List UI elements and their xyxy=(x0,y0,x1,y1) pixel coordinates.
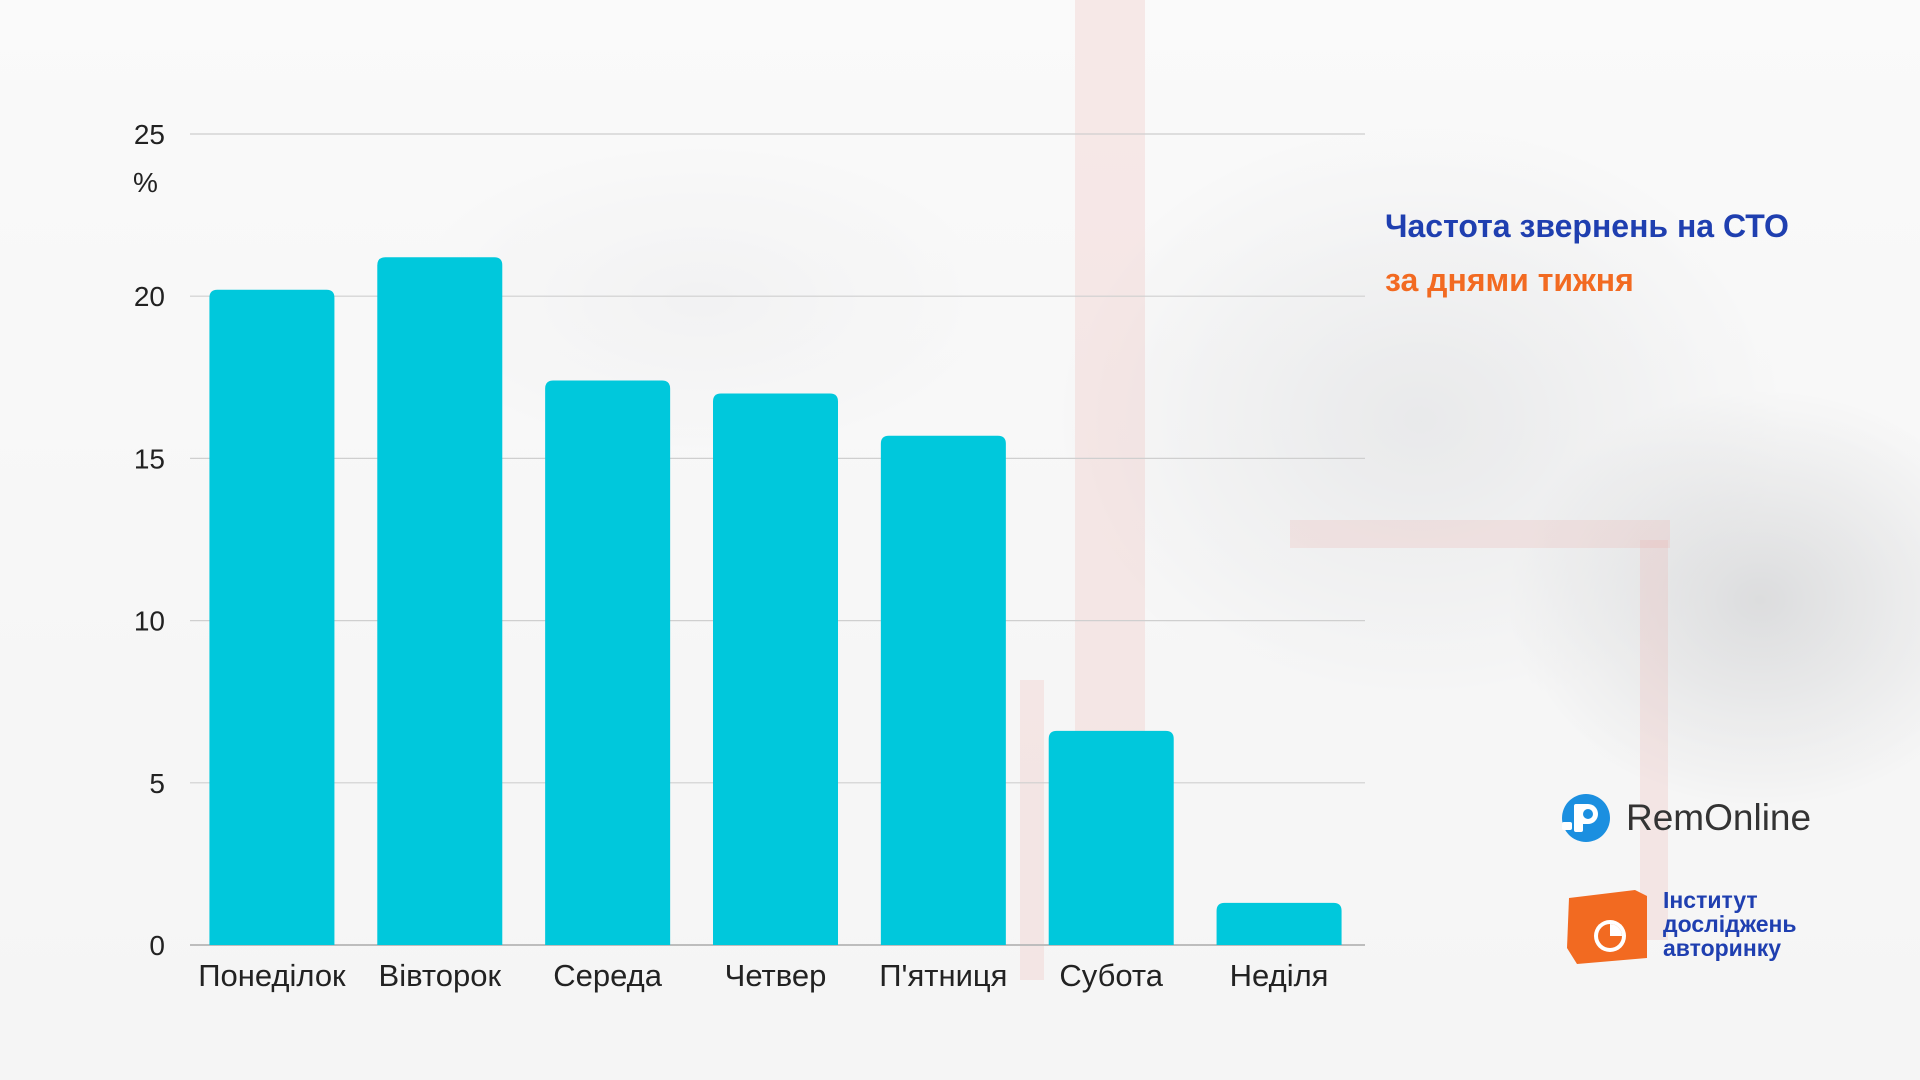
institute-line-3: авторинку xyxy=(1663,935,1782,961)
institute-name: Інститут досліджень авторинку xyxy=(1663,888,1797,960)
y-tick-label: 15 xyxy=(134,443,165,474)
bar xyxy=(880,435,1006,945)
remonline-logo: RemOnline xyxy=(1560,792,1811,844)
chart-title: Частота звернень на СТО xyxy=(1385,208,1789,244)
bars xyxy=(209,257,1342,946)
y-axis-label: % xyxy=(133,167,158,198)
x-axis-labels: Понеділок Вівторок Середа Четвер П'ятниця Суб… xyxy=(198,958,1328,993)
institute-logo-icon xyxy=(1567,890,1647,964)
chart-subtitle: за днями тижня xyxy=(1385,262,1634,298)
x-category-label: Середа xyxy=(553,958,663,993)
x-category-label: Неділя xyxy=(1230,958,1329,993)
x-category-label: Субота xyxy=(1059,958,1163,993)
remonline-name: RemOnline xyxy=(1626,797,1812,838)
y-axis-ticks: 0 5 10 15 20 25 xyxy=(134,119,165,961)
bar xyxy=(713,393,838,945)
bar xyxy=(1216,902,1342,945)
institute-line-2: досліджень xyxy=(1663,911,1797,937)
remonline-logo-icon xyxy=(1562,794,1610,842)
y-tick-label: 0 xyxy=(149,930,165,961)
bar xyxy=(545,380,671,945)
bar xyxy=(377,257,503,946)
y-tick-label: 10 xyxy=(134,606,165,637)
y-tick-label: 5 xyxy=(149,768,165,799)
y-tick-label: 25 xyxy=(134,119,165,150)
bar xyxy=(1048,730,1174,945)
y-tick-label: 20 xyxy=(134,281,165,312)
institute-line-1: Інститут xyxy=(1663,887,1758,913)
bar xyxy=(209,289,335,945)
x-category-label: Четвер xyxy=(725,958,827,993)
institute-logo: Інститут досліджень авторинку xyxy=(1565,888,1797,968)
x-category-label: Понеділок xyxy=(198,958,346,993)
x-category-label: П'ятниця xyxy=(879,958,1007,993)
x-category-label: Вівторок xyxy=(379,958,502,993)
